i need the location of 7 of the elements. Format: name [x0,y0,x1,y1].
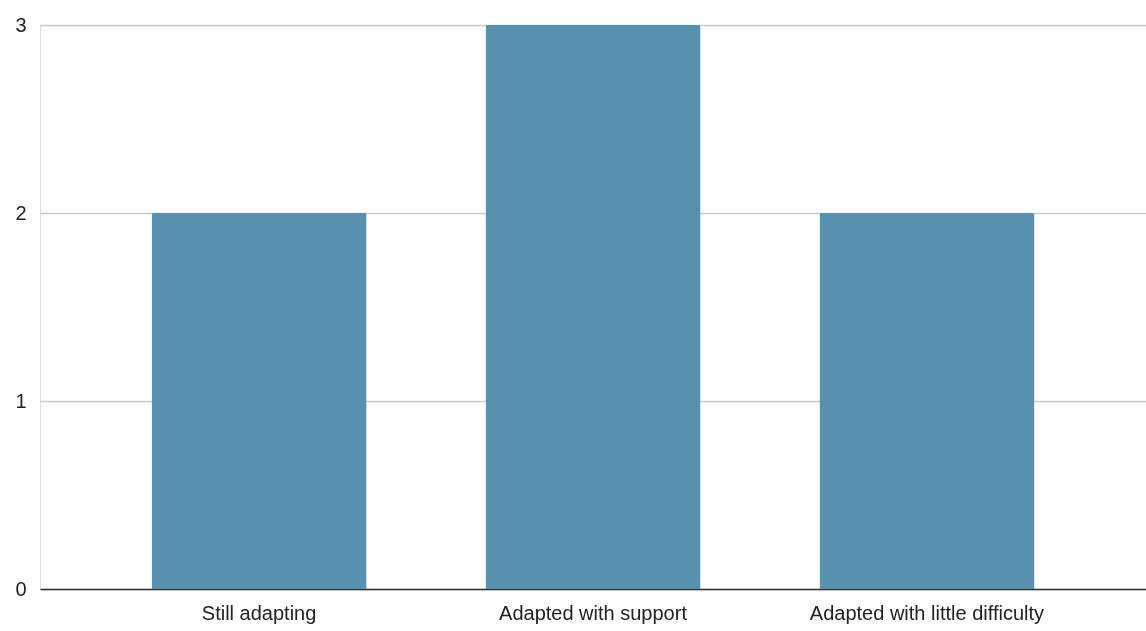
y-tick-label: 0 [15,577,27,600]
y-tick-label: 1 [15,389,27,412]
x-tick-label: Adapted with little difficulty [809,601,1045,624]
x-tick-label: Adapted with support [499,601,688,624]
y-tick-label: 3 [15,13,27,36]
x-tick-label: Still adapting [201,601,317,624]
y-tick-label: 2 [15,201,27,224]
